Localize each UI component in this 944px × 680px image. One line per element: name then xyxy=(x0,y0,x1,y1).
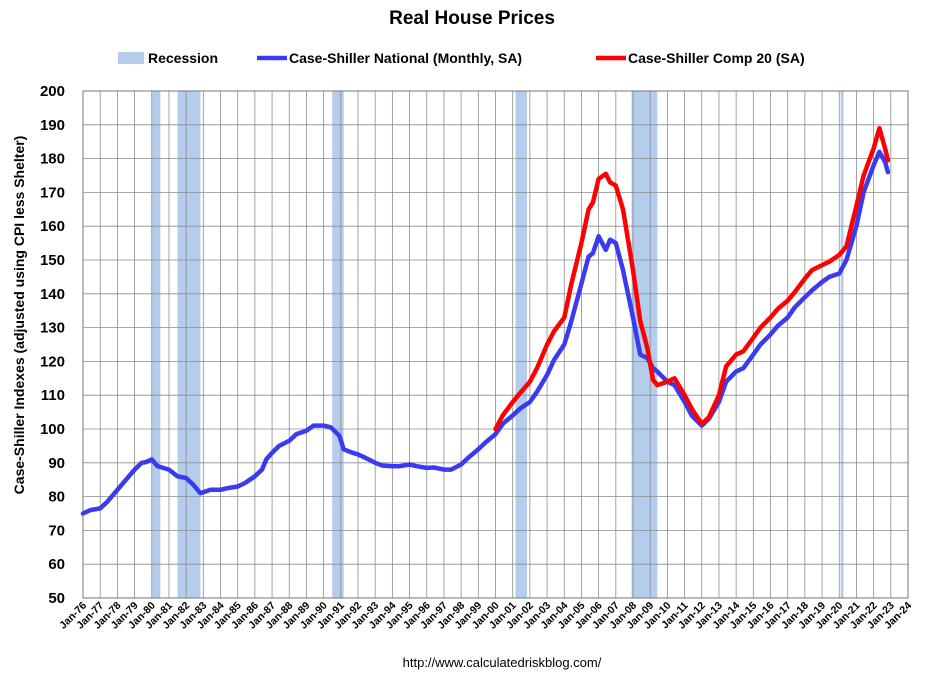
series-line-1 xyxy=(493,125,891,432)
legend-label-2: Case-Shiller Comp 20 (SA) xyxy=(628,50,805,66)
plot-frame xyxy=(82,90,909,599)
y-tick-label-10: 150 xyxy=(40,252,65,269)
recession-band-5 xyxy=(840,91,844,598)
chart-title: Real House Prices xyxy=(389,8,555,29)
y-axis-ticks: 50 60 70 80 90 100 110 120 130 140 150 160 170 180 190… xyxy=(40,83,65,607)
y-tick-label-3: 80 xyxy=(48,489,65,506)
legend-label-0: Recession xyxy=(148,50,218,66)
gridlines xyxy=(82,90,909,599)
y-tick-label-2: 70 xyxy=(48,522,65,539)
recession-bands xyxy=(151,91,844,598)
y-tick-label-0: 50 xyxy=(48,590,65,607)
y-tick-label-11: 160 xyxy=(40,218,65,235)
y-tick-label-9: 140 xyxy=(40,286,65,303)
y-tick-label-1: 60 xyxy=(48,556,65,573)
recession-band-2 xyxy=(332,91,344,598)
recession-band-0 xyxy=(151,91,161,598)
recession-band-1 xyxy=(177,91,201,598)
y-axis-label: Case-Shiller Indexes (adjusted using CPI… xyxy=(11,136,27,495)
y-tick-label-7: 120 xyxy=(40,353,65,370)
legend: Recession Case-Shiller National (Monthly,… xyxy=(118,50,805,66)
recession-band-3 xyxy=(515,91,528,598)
legend-swatch-recession xyxy=(118,52,144,64)
series-line-0 xyxy=(80,149,891,516)
y-tick-label-13: 180 xyxy=(40,151,65,168)
legend-label-1: Case-Shiller National (Monthly, SA) xyxy=(289,50,522,66)
y-tick-label-6: 110 xyxy=(41,387,65,404)
y-tick-label-5: 100 xyxy=(40,421,65,438)
y-tick-label-8: 130 xyxy=(40,320,65,337)
x-axis-ticks: Jan-76Jan-77Jan-78Jan-79Jan-80Jan-81Jan-… xyxy=(57,600,914,632)
y-tick-label-14: 190 xyxy=(40,117,65,134)
y-tick-label-4: 90 xyxy=(48,455,65,472)
plot-area xyxy=(80,90,909,599)
source-url: http://www.calculatedriskblog.com/ xyxy=(403,655,602,670)
y-tick-label-15: 200 xyxy=(40,83,65,100)
series-lines xyxy=(80,125,891,516)
y-tick-label-12: 170 xyxy=(40,184,65,201)
